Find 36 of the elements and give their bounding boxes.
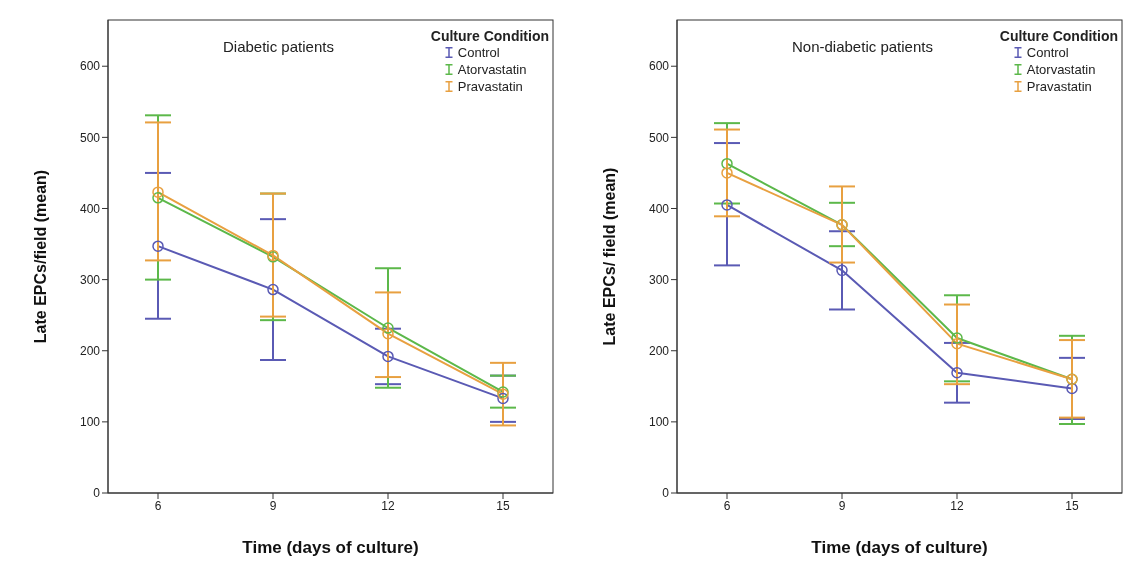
y-tick-label: 100 — [79, 415, 101, 430]
text: Non-diabetic patients — [792, 38, 933, 55]
y-tick-label: 300 — [79, 272, 101, 287]
x-tick-label: 15 — [496, 498, 510, 513]
legend-label: Atorvastatin — [1025, 61, 1097, 78]
y-axis-title: Late EPCs/field (mean) — [31, 169, 49, 344]
legend-title: Culture Condition — [430, 28, 549, 44]
y-tick-label: 100 — [648, 415, 670, 430]
x-tick-label: 9 — [838, 498, 846, 513]
x-tick-label: 15 — [1065, 498, 1079, 513]
y-tick-label: 300 — [648, 272, 670, 287]
y-tick-label: 200 — [648, 344, 670, 358]
legend-label: Pravastatin — [1025, 78, 1093, 95]
y-axis-title: Late EPCs/ field (mean) — [600, 167, 618, 346]
legend-label: Pravastatin — [456, 78, 524, 95]
x-tick-label: 9 — [269, 498, 277, 513]
legend-label: Control — [456, 44, 501, 61]
y-tick-label: 400 — [79, 201, 101, 216]
y-tick-label: 500 — [79, 130, 101, 145]
y-tick-label: 600 — [79, 59, 101, 74]
x-axis-title: Time (days of culture) — [242, 538, 419, 557]
legend-label: Control — [1025, 44, 1070, 61]
text: Diabetic patients — [223, 38, 334, 55]
x-tick-label: 12 — [950, 498, 964, 513]
y-tick-label: 0 — [93, 486, 101, 501]
x-axis-title: Time (days of culture) — [811, 538, 988, 557]
y-tick-label: 0 — [662, 486, 670, 501]
legend-label: Atorvastatin — [456, 61, 528, 78]
y-tick-label: 200 — [79, 344, 101, 358]
y-tick-label: 500 — [648, 130, 670, 145]
x-tick-label: 6 — [723, 498, 731, 513]
y-tick-label: 400 — [648, 201, 670, 216]
y-tick-label: 600 — [648, 59, 670, 74]
x-tick-label: 6 — [154, 498, 162, 513]
x-tick-label: 12 — [381, 498, 395, 513]
legend-title: Culture Condition — [999, 28, 1118, 44]
